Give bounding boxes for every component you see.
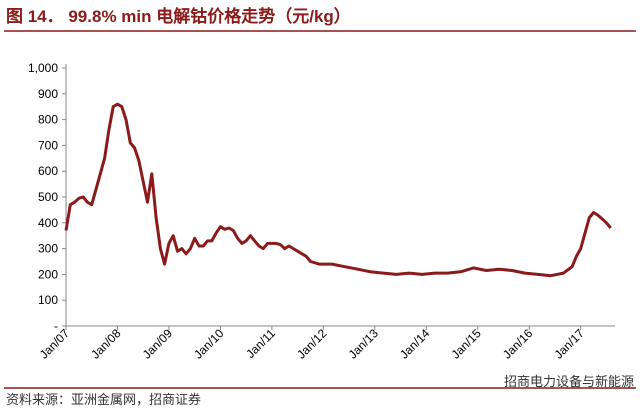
source-note: 资料来源：亚洲金属网，招商证券: [6, 392, 201, 407]
y-tick-label: 300: [38, 242, 58, 256]
price-line: [64, 102, 612, 278]
y-tick-label: 100: [38, 293, 58, 307]
x-tick-label: Jan/12: [294, 326, 330, 362]
y-tick-label: 200: [38, 267, 58, 281]
x-tick-label: Jan/08: [88, 326, 124, 362]
y-tick-label: 500: [38, 190, 58, 204]
y-tick-label: 1,000: [28, 61, 58, 75]
y-tick-label: 700: [38, 138, 58, 152]
watermark: 招商电力设备与新能源: [504, 374, 634, 389]
x-tick-label: Jan/09: [140, 326, 176, 362]
x-tick-label: Jan/15: [448, 326, 484, 362]
x-tick-label: Jan/16: [500, 326, 536, 362]
y-tick-label: -: [54, 319, 58, 333]
x-tick-label: Jan/11: [243, 326, 278, 361]
y-tick-label: 900: [38, 87, 58, 101]
x-tick-label: Jan/10: [191, 326, 227, 362]
x-tick-label: Jan/13: [346, 326, 382, 362]
chart-title: 图 14． 99.8% min 电解钴价格走势（元/kg）: [6, 6, 351, 26]
x-tick-label: Jan/14: [397, 326, 433, 362]
y-tick-label: 400: [38, 216, 58, 230]
y-tick-label: 800: [38, 113, 58, 127]
x-tick-label: Jan/17: [551, 326, 587, 362]
y-tick-label: 600: [38, 164, 58, 178]
